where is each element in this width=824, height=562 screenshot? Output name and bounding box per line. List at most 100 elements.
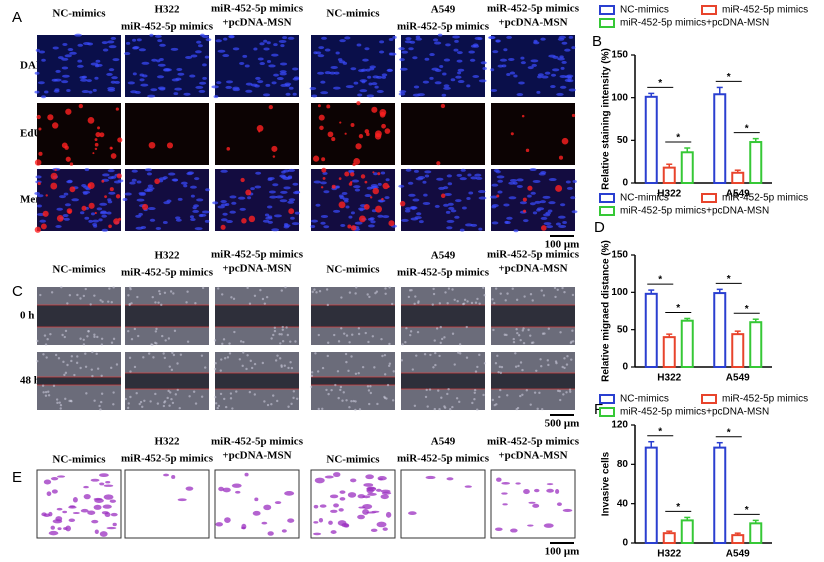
cell <box>142 356 145 359</box>
nucleus <box>539 200 546 204</box>
nucleus <box>530 59 539 63</box>
nucleus <box>468 191 474 195</box>
nucleus <box>434 81 442 85</box>
edu-spot <box>496 194 500 198</box>
cell <box>253 362 257 366</box>
edu-spot <box>226 147 231 151</box>
edu-spot <box>327 131 334 138</box>
micrograph <box>491 103 576 165</box>
edu-spot <box>99 132 105 138</box>
micrograph <box>310 469 396 539</box>
edu-spot <box>87 183 91 188</box>
edu-spot <box>240 177 245 183</box>
nucleus <box>378 50 385 54</box>
nucleus <box>477 37 483 41</box>
nucleus <box>204 55 210 59</box>
nucleus <box>220 203 228 207</box>
image-frame <box>215 103 299 165</box>
cell <box>561 286 564 290</box>
cell <box>84 352 87 355</box>
nucleus <box>279 199 288 203</box>
micrograph <box>309 35 397 98</box>
image-frame <box>37 103 121 165</box>
nucleus <box>267 220 273 224</box>
nucleus <box>439 64 444 68</box>
nucleus <box>477 190 486 194</box>
nucleus <box>38 50 46 54</box>
nucleus <box>379 40 385 44</box>
nucleus <box>512 181 518 185</box>
cell <box>476 297 479 301</box>
nucleus <box>86 79 92 83</box>
nucleus <box>154 34 162 38</box>
nucleus <box>450 78 456 82</box>
nucleus <box>111 76 118 80</box>
nucleus <box>370 220 376 224</box>
cell <box>505 333 508 337</box>
nucleus <box>94 76 99 80</box>
nucleus <box>497 179 504 183</box>
nucleus <box>509 178 518 182</box>
nucleus <box>404 209 411 213</box>
scale-bar-label: 100 μm <box>545 239 580 251</box>
cell <box>517 364 520 368</box>
error-bar <box>666 163 673 168</box>
bar <box>713 93 727 184</box>
nucleus <box>495 39 501 43</box>
edu-spot <box>350 225 357 231</box>
nucleus <box>527 194 532 198</box>
legend-label: NC-mimics <box>620 394 669 405</box>
error-bar <box>734 330 741 335</box>
cell <box>70 400 73 403</box>
cell <box>561 365 564 369</box>
edu-spot <box>555 184 563 192</box>
invaded-cell <box>534 488 540 493</box>
nucleus <box>373 172 378 176</box>
cell <box>79 297 82 300</box>
invaded-cell <box>281 529 287 533</box>
nucleus <box>177 72 185 76</box>
cell <box>541 332 545 335</box>
edu-spot <box>436 161 441 166</box>
nucleus <box>547 209 553 213</box>
edu-spot <box>271 145 278 152</box>
cell <box>313 288 316 291</box>
nucleus <box>372 75 379 79</box>
legend-label: miR-452-5p mimics <box>722 5 808 16</box>
nucleus <box>266 205 273 209</box>
nucleus <box>166 199 172 203</box>
nucleus <box>490 68 495 72</box>
nucleus <box>193 204 199 208</box>
nucleus <box>196 40 202 44</box>
nucleus <box>404 40 412 44</box>
cell <box>411 368 415 371</box>
cell <box>93 335 96 339</box>
edu-spot <box>321 157 326 162</box>
significance-label: * <box>658 78 662 89</box>
invaded-cell <box>261 521 268 525</box>
nucleus <box>140 83 149 87</box>
column-label: miR-452-5p mimics <box>121 21 214 33</box>
cell <box>170 368 174 372</box>
nucleus <box>456 59 463 63</box>
cell <box>162 352 165 355</box>
cell <box>433 407 436 411</box>
nucleus <box>71 198 80 202</box>
nucleus <box>475 176 483 180</box>
edu-spot <box>381 123 386 129</box>
cell <box>366 293 369 296</box>
edu-spot <box>525 148 530 153</box>
cell <box>321 407 324 411</box>
cell <box>54 353 58 357</box>
cell <box>431 303 434 306</box>
edu-spot <box>117 137 123 143</box>
edu-spot <box>272 155 276 158</box>
edu-spot <box>104 195 107 199</box>
significance-label: * <box>676 133 680 144</box>
edu-spot <box>364 129 370 134</box>
cell <box>75 361 79 365</box>
cell <box>432 366 435 369</box>
nucleus <box>531 63 537 67</box>
cell <box>439 341 442 345</box>
bar <box>749 321 763 369</box>
